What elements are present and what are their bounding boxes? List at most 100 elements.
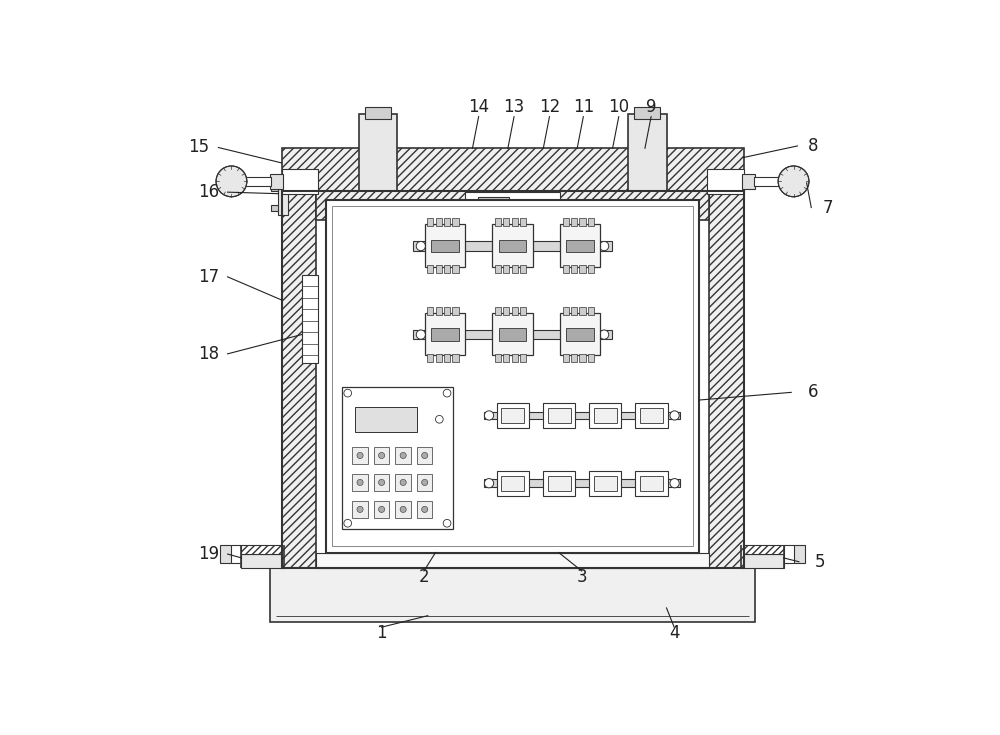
Circle shape <box>600 330 609 340</box>
Circle shape <box>484 478 494 488</box>
Bar <box>563 218 569 226</box>
Bar <box>548 476 571 491</box>
Bar <box>413 241 612 251</box>
Text: 3: 3 <box>576 568 587 586</box>
Bar <box>571 265 577 273</box>
Bar <box>241 545 284 554</box>
Bar <box>270 568 755 622</box>
Bar <box>492 224 533 267</box>
Bar <box>501 408 524 423</box>
Bar <box>316 190 709 206</box>
Bar <box>754 176 780 186</box>
Bar <box>499 329 526 341</box>
Bar <box>589 403 621 428</box>
Bar <box>579 307 586 315</box>
Bar <box>413 330 612 340</box>
Bar <box>571 307 577 315</box>
Bar <box>563 354 569 362</box>
Bar <box>316 190 709 220</box>
Text: 19: 19 <box>198 545 219 563</box>
Bar <box>436 307 442 315</box>
Bar <box>503 354 509 362</box>
Bar <box>571 218 577 226</box>
Bar <box>579 265 586 273</box>
Bar <box>548 408 571 423</box>
Text: 5: 5 <box>815 553 826 571</box>
Bar <box>452 265 459 273</box>
Bar <box>241 554 284 568</box>
Bar <box>271 205 278 212</box>
Bar <box>497 403 529 428</box>
Text: 14: 14 <box>468 98 489 116</box>
Bar <box>326 200 699 553</box>
Bar <box>520 218 526 226</box>
Bar <box>417 447 432 464</box>
Bar <box>588 354 594 362</box>
Circle shape <box>400 506 406 512</box>
Bar <box>427 354 433 362</box>
Bar <box>503 218 509 226</box>
Bar <box>342 387 453 529</box>
Bar <box>594 408 617 423</box>
Text: 18: 18 <box>198 345 219 363</box>
Bar <box>635 403 668 428</box>
Bar <box>579 354 586 362</box>
Bar <box>741 554 784 568</box>
Bar <box>355 407 417 431</box>
Bar <box>742 173 755 189</box>
Bar <box>628 114 666 190</box>
Circle shape <box>216 166 247 197</box>
Bar <box>566 329 594 341</box>
Bar <box>588 307 594 315</box>
Text: 6: 6 <box>808 384 818 401</box>
Bar <box>512 218 518 226</box>
Text: 17: 17 <box>198 268 219 286</box>
Bar <box>497 471 529 495</box>
Bar <box>332 206 693 546</box>
Bar <box>709 190 744 568</box>
Bar <box>395 474 411 491</box>
Bar <box>588 218 594 226</box>
Bar <box>484 479 680 487</box>
Bar <box>589 471 621 495</box>
Bar <box>352 447 368 464</box>
Text: 11: 11 <box>573 98 594 116</box>
Circle shape <box>670 478 679 488</box>
Circle shape <box>357 453 363 459</box>
Bar <box>484 412 680 419</box>
Bar <box>588 265 594 273</box>
Bar <box>579 218 586 226</box>
Bar <box>512 307 518 315</box>
Bar <box>395 447 411 464</box>
Bar <box>365 107 391 119</box>
Circle shape <box>484 411 494 420</box>
Bar <box>560 224 600 267</box>
Bar <box>431 329 459 341</box>
Bar <box>543 403 575 428</box>
Bar <box>566 240 594 252</box>
Circle shape <box>400 479 406 486</box>
Bar <box>452 218 459 226</box>
Bar <box>512 354 518 362</box>
Bar <box>543 471 575 495</box>
Circle shape <box>344 520 352 527</box>
Text: 8: 8 <box>808 137 818 155</box>
Circle shape <box>778 166 809 197</box>
Bar <box>563 307 569 315</box>
Bar <box>395 501 411 518</box>
Circle shape <box>600 241 609 251</box>
Bar <box>245 176 271 186</box>
Bar <box>501 476 524 491</box>
Bar <box>270 173 283 189</box>
Text: 10: 10 <box>608 98 629 116</box>
Bar <box>220 545 231 563</box>
Bar <box>495 354 501 362</box>
Bar <box>278 176 288 215</box>
Circle shape <box>357 506 363 512</box>
Bar <box>634 107 660 119</box>
Bar <box>520 354 526 362</box>
Bar <box>635 471 668 495</box>
Text: 16: 16 <box>198 183 219 201</box>
Circle shape <box>443 520 451 527</box>
Circle shape <box>357 479 363 486</box>
